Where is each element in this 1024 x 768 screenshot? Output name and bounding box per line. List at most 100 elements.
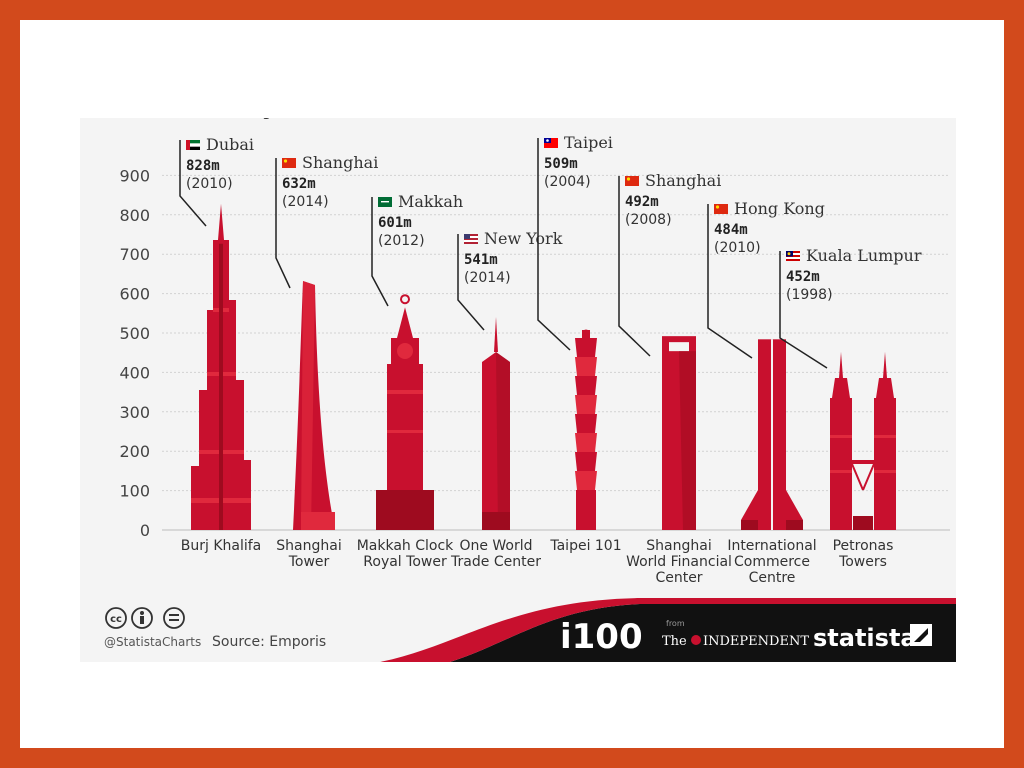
city-label: Taipei [564,133,613,152]
building-8 [830,351,896,530]
flag-stripe [186,140,190,150]
building-base [482,512,510,530]
year-label: (2004) [544,174,591,190]
building-section [575,433,597,452]
flag-stripe [186,140,200,144]
building-base [376,490,434,530]
tower-body [874,398,896,530]
from-label: from [666,619,685,628]
flag-stripe [464,242,478,244]
building-fin [786,490,803,520]
building-7 [741,339,803,530]
city-label: Shanghai [645,171,721,190]
building-section [575,471,597,490]
flag-bg [625,176,639,186]
x-tick-label-line: Towers [838,554,887,570]
x-tick-label-line: Shanghai [276,538,341,554]
building-spire [494,316,498,352]
building-2 [293,280,335,530]
height-label: 492m [625,194,659,210]
flag-mark [381,201,389,203]
source-label: Source: Emporis [212,634,326,650]
skybridge [852,460,874,464]
y-tick-label: 900 [119,166,150,185]
flag-star [626,177,631,181]
skyscraper-chart: g ( ) 0 100 200 300 400 500 600 700 800 900 Dubai 82… [104,118,956,662]
height-label: 632m [282,176,316,192]
building-section [575,452,597,471]
building-spire [397,307,413,338]
building-shape [387,364,423,490]
x-tick-label-line: Centre [749,570,796,586]
building-base [576,490,596,530]
flag-stripe [786,259,800,261]
independent-logo: INDEPENDENT [703,634,809,649]
year-label: (2010) [714,240,761,256]
flag-stripe [464,238,478,240]
leader-line [707,204,753,359]
y-tick-label: 100 [119,482,150,501]
tower-band [874,435,896,438]
x-tick-label-line: Commerce [734,554,810,570]
height-label: 484m [714,222,748,238]
flag-sun [546,139,549,142]
flag-star [715,205,720,209]
building-4 [482,316,510,530]
tower-upper [876,378,894,398]
x-tick-label: Petronas Towers [833,538,894,570]
noderivs-icon-bar [169,614,179,616]
leader-line [457,234,485,331]
city-label: Hong Kong [734,199,825,218]
building-spire [584,329,588,330]
building-section [575,414,597,433]
building-crown [582,330,590,340]
annotation: Kuala Lumpur 452m (1998) [786,246,922,303]
attribution-icon-head [140,611,144,615]
cc-icon [105,607,127,629]
podium [853,516,873,530]
infographic-card: g ( ) 0 100 200 300 400 500 600 700 800 900 Dubai 82… [80,118,956,662]
x-tick-label-line: World Financial [626,554,732,570]
annotation: Dubai 828m (2010) [186,135,254,192]
independent-logo-the: The [662,634,687,649]
skybridge-leg [851,463,864,491]
annotation: New York 541m (2014) [464,229,563,286]
noderivs-icon [163,607,185,629]
x-tick-label-line: Petronas [833,538,894,554]
city-label: Shanghai [302,153,378,172]
grid-lines [162,174,950,492]
statista-logo-mark-cut [914,628,928,642]
leader-line [371,197,389,307]
building-fin [741,490,758,520]
building-1 [191,203,251,530]
y-tick-label: 400 [119,363,150,382]
building-3 [376,294,434,530]
building-band [387,390,423,394]
x-tick-label-line: Taipei 101 [549,538,621,554]
leader-line [537,138,571,351]
building-facet [679,351,696,530]
y-tick-label: 200 [119,442,150,461]
attribution-icon [131,607,153,629]
building-5 [575,329,597,530]
x-tick-label-line: One World [459,538,532,554]
x-tick-label: Shanghai World Financial Center [626,538,732,586]
flag-star [283,159,288,163]
x-tick-label-line: Royal Tower [363,554,447,570]
building-6 [662,336,696,530]
y-tick-label: 300 [119,403,150,422]
subtitle-fragment: g ( ) [262,118,293,120]
tower-band [830,470,852,473]
x-tick-label-line: Trade Center [450,554,541,570]
clock-face [397,343,413,359]
x-tick-label: Taipei 101 [549,538,621,554]
building-notch [771,339,773,530]
x-tick-label-line: Makkah Clock [357,538,454,554]
city-label: Dubai [206,135,254,154]
building-core [219,243,223,530]
footer-bar [450,604,956,662]
year-label: (2010) [186,176,233,192]
tower-band [830,435,852,438]
tower-body [830,398,852,530]
y-tick-label: 700 [119,245,150,264]
